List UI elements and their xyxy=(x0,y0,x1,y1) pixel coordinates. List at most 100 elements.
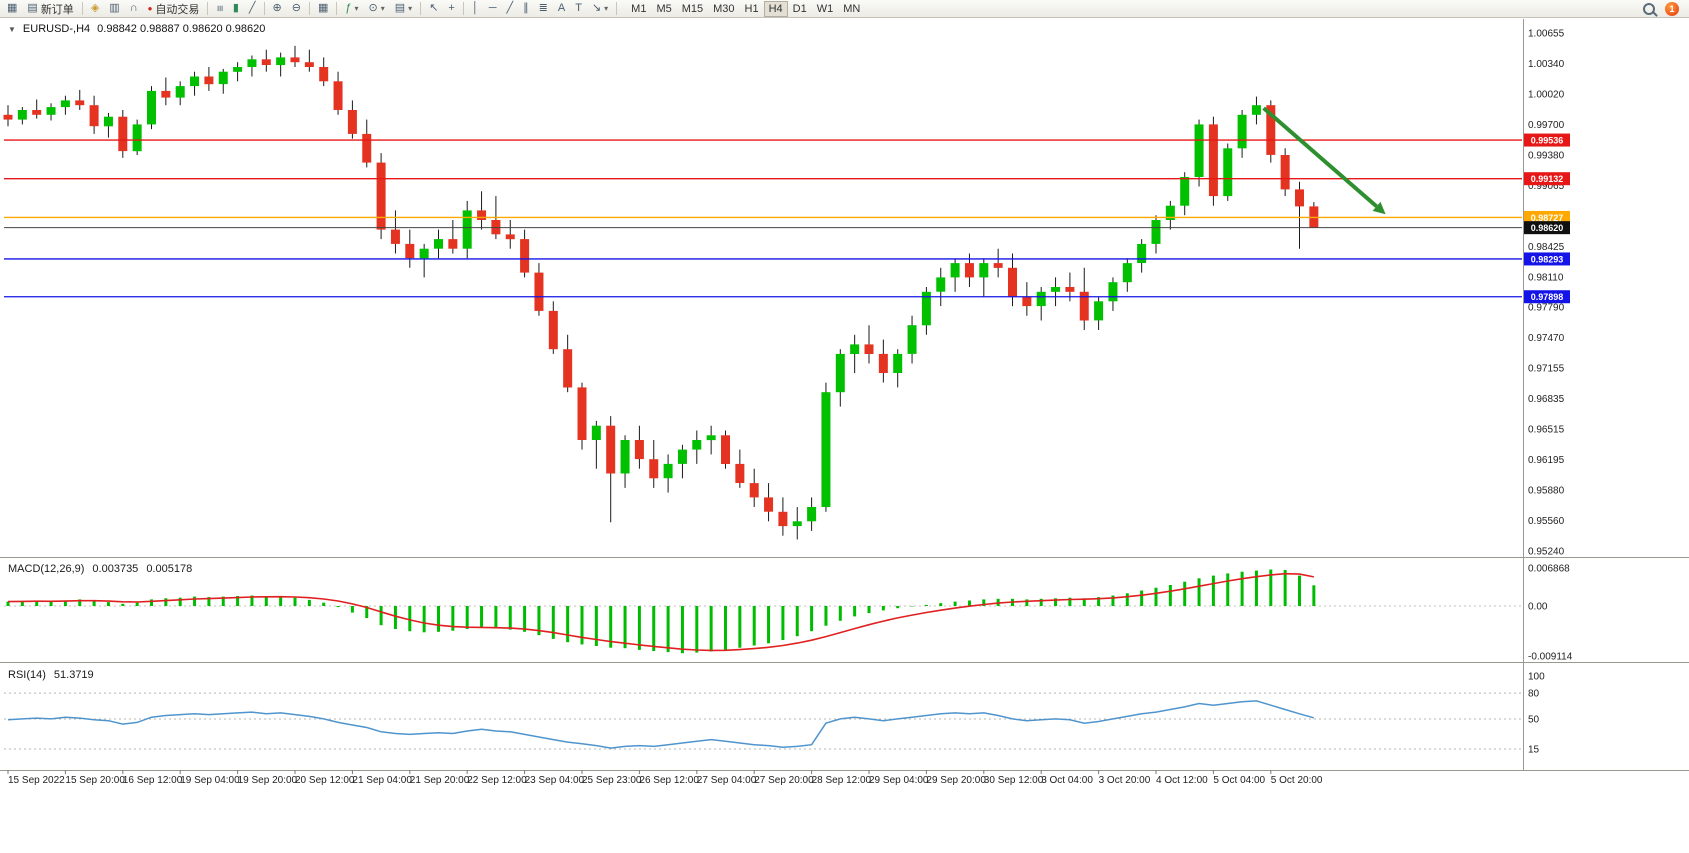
candle xyxy=(1251,105,1261,115)
line-chart-button[interactable]: ╱ xyxy=(244,1,261,17)
chevron-down-icon: ▾ xyxy=(604,3,609,13)
candle xyxy=(864,344,874,354)
svg-text:0.95560: 0.95560 xyxy=(1528,516,1565,527)
horizontal-line-button[interactable]: ─ xyxy=(484,1,502,17)
quotes-button[interactable]: ∩ xyxy=(125,1,143,17)
candle xyxy=(17,110,27,120)
templates-button[interactable]: ▤ ▾ xyxy=(390,1,417,17)
tile-windows-button[interactable]: ▦ xyxy=(313,1,333,17)
candle xyxy=(807,507,817,522)
svg-text:0.95880: 0.95880 xyxy=(1528,486,1565,497)
svg-text:0.98727: 0.98727 xyxy=(1531,213,1564,223)
indicators-button[interactable]: ƒ ▾ xyxy=(340,1,363,17)
rsi-panel: 100 80 50 15 xyxy=(4,672,1545,755)
indicators-icon: ƒ xyxy=(345,2,352,14)
search-icon[interactable] xyxy=(1643,2,1655,15)
timeframe-button-m5[interactable]: M5 xyxy=(651,1,676,17)
candle xyxy=(1165,205,1175,220)
timeframe-button-h4[interactable]: H4 xyxy=(763,0,788,17)
rsi-name-label: RSI(14) xyxy=(8,669,46,681)
timeframe-button-m15[interactable]: M15 xyxy=(677,1,708,17)
candle xyxy=(390,229,400,244)
candle xyxy=(706,435,716,441)
zoom-in-button[interactable]: ⊕ xyxy=(268,1,287,17)
svg-text:50: 50 xyxy=(1528,714,1540,725)
channel-button[interactable]: ∥ xyxy=(518,1,534,17)
svg-text:28 Sep 12:00: 28 Sep 12:00 xyxy=(812,775,872,786)
timeframe-button-d1[interactable]: D1 xyxy=(788,1,812,17)
candle xyxy=(692,440,702,450)
svg-text:0.97898: 0.97898 xyxy=(1531,292,1564,302)
timeframe-button-w1[interactable]: W1 xyxy=(812,1,839,17)
svg-text:1.00655: 1.00655 xyxy=(1528,29,1565,40)
rsi-header: RSI(14) 51.3719 xyxy=(8,669,94,681)
arrows-tool-icon: ↘ xyxy=(591,2,602,14)
candle xyxy=(505,234,515,240)
macd-header: MACD(12,26,9) 0.003735 0.005178 xyxy=(8,563,192,575)
svg-text:-0.009114: -0.009114 xyxy=(1528,652,1573,663)
cursor-button[interactable]: ↖ xyxy=(424,1,443,17)
notification-badge[interactable]: 1 xyxy=(1665,1,1679,16)
candle xyxy=(118,116,128,152)
clock-icon: ⊙ xyxy=(368,2,378,14)
vertical-line-button[interactable]: │ xyxy=(467,1,484,17)
channel-icon: ∥ xyxy=(523,2,529,14)
zoom-out-button[interactable]: ⊖ xyxy=(287,1,306,17)
candle xyxy=(462,210,472,249)
candle xyxy=(936,277,946,292)
label-tool-button[interactable]: T xyxy=(570,1,587,17)
candle xyxy=(835,353,845,393)
timeframe-button-h1[interactable]: H1 xyxy=(740,1,764,17)
periods-button[interactable]: ⊙ ▾ xyxy=(364,1,390,17)
candle xyxy=(362,133,372,163)
chart-shift-button[interactable]: ▥ xyxy=(104,1,124,17)
candle xyxy=(993,263,1003,268)
svg-text:3 Oct 20:00: 3 Oct 20:00 xyxy=(1099,775,1151,786)
candle xyxy=(778,511,788,527)
arrows-tool-button[interactable]: ↘ ▾ xyxy=(587,1,613,17)
fibonacci-button[interactable]: ≣ xyxy=(534,1,553,17)
toolbar-separator xyxy=(81,2,83,15)
svg-text:0.99536: 0.99536 xyxy=(1531,136,1564,146)
candlestick-chart-button[interactable]: ▮ xyxy=(228,1,244,17)
candle xyxy=(1266,105,1276,155)
bar-chart-button[interactable]: ≡ xyxy=(211,1,227,17)
svg-text:0.99380: 0.99380 xyxy=(1528,150,1565,161)
candle xyxy=(792,521,802,527)
candle xyxy=(821,392,831,507)
timeframe-button-m30[interactable]: M30 xyxy=(708,1,739,17)
svg-text:30 Sep 12:00: 30 Sep 12:00 xyxy=(984,775,1044,786)
new-chart-button[interactable]: ▦ xyxy=(2,1,22,17)
candle xyxy=(204,76,214,85)
auto-trading-button[interactable]: ● 自动交易 xyxy=(143,1,205,17)
text-tool-button[interactable]: A xyxy=(553,1,570,17)
trend-arrow-annotation[interactable] xyxy=(1262,106,1386,215)
timeframe-button-m1[interactable]: M1 xyxy=(626,1,651,17)
candle xyxy=(649,459,659,479)
candle xyxy=(1237,114,1247,149)
candle xyxy=(563,349,573,388)
trendline-button[interactable]: ╱ xyxy=(502,1,519,17)
price-line-badge xyxy=(1524,290,1570,304)
candle xyxy=(950,263,960,278)
toolbar-separator xyxy=(420,2,422,15)
collapse-icon[interactable]: ▼ xyxy=(8,24,16,34)
svg-text:16 Sep 12:00: 16 Sep 12:00 xyxy=(123,775,183,786)
price-axis[interactable]: 1.00655 1.00340 1.00020 0.99700 0.99380 0.990… xyxy=(1528,29,1565,558)
candle xyxy=(46,107,56,115)
fibonacci-icon: ≣ xyxy=(538,2,548,14)
toolbar-separator xyxy=(616,2,618,15)
tile-windows-icon: ▦ xyxy=(317,2,329,14)
guide-button[interactable]: ◈ xyxy=(86,1,104,17)
candle xyxy=(1194,124,1204,177)
candle xyxy=(218,71,228,85)
timeframe-button-mn[interactable]: MN xyxy=(838,1,865,17)
hlines-layer[interactable]: 0.99536 0.99132 0.98727 0.98293 0.97898 0.986… xyxy=(4,133,1570,304)
crosshair-button[interactable]: + xyxy=(443,1,459,17)
candle xyxy=(1280,155,1290,190)
candle xyxy=(1008,267,1017,297)
new-order-button[interactable]: ▤ 新订单 xyxy=(22,1,78,17)
candle xyxy=(520,239,530,273)
